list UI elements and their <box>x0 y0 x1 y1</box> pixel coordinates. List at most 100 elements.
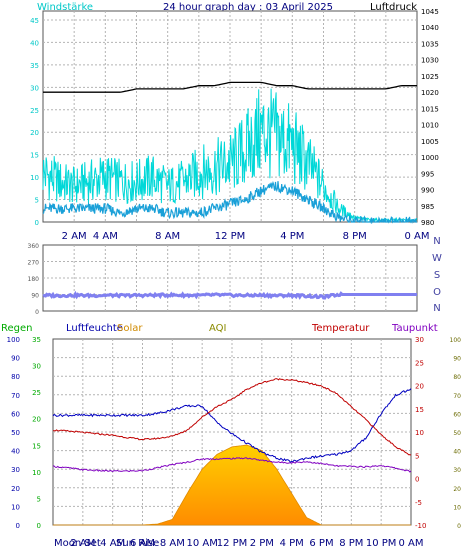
pressure-tick-label: 1000 <box>421 154 439 162</box>
climate-x-tick-label: 4 AM <box>100 538 125 549</box>
wind-tick-label: 0 <box>35 219 39 227</box>
humidity-line <box>52 388 412 464</box>
compass-label: O <box>433 287 441 298</box>
solar-area <box>53 444 411 526</box>
aqi-tick-label: 60 <box>453 411 461 418</box>
temperature-tick-label: 20 <box>415 383 424 391</box>
climate-x-tick-label: 0 AM <box>398 538 423 549</box>
humidity-tick-label: 10 <box>11 503 20 511</box>
wind-tick-label: 10 <box>30 174 39 182</box>
wind-tick-label: 20 <box>30 129 39 137</box>
direction-tick-label: 360 <box>28 243 40 250</box>
humidity-tick-label: 50 <box>11 429 20 437</box>
aqi-tick-label: 40 <box>453 449 461 456</box>
aqi-tick-label: 90 <box>453 356 461 363</box>
temperature-tick-label: 10 <box>415 429 424 437</box>
rain-tick-label: 20 <box>32 416 41 424</box>
aqi-tick-label: 20 <box>453 486 461 493</box>
sunrise-marker: Sun Rise <box>116 538 159 549</box>
humidity-tick-label: 100 <box>7 336 20 344</box>
wind-tick-label: 35 <box>30 62 39 70</box>
pressure-tick-label: 985 <box>421 203 434 211</box>
direction-tick-label: 270 <box>28 260 40 267</box>
aqi-tick-label: 70 <box>453 393 461 400</box>
humidity-tick-label: 20 <box>11 485 20 493</box>
wind-gust-line <box>42 88 418 223</box>
aqi-tick-label: 100 <box>450 337 462 344</box>
wind-tick-label: 5 <box>35 197 39 205</box>
compass-label: W <box>432 253 442 264</box>
pressure-tick-label: 980 <box>421 219 434 227</box>
pressure-tick-label: 1040 <box>421 24 439 32</box>
wind-x-tick-label: 0 AM <box>404 231 429 242</box>
humidity-tick-label: 40 <box>11 448 20 456</box>
climate-x-tick-label: 2 PM <box>250 538 274 549</box>
pressure-tick-label: 1045 <box>421 8 439 16</box>
wind-x-tick-label: 8 AM <box>155 231 180 242</box>
moonset-marker: Moon Set <box>54 538 101 549</box>
wind-direction-line <box>42 290 417 300</box>
rain-tick-label: 15 <box>32 442 41 450</box>
climate-x-tick-label: 6 PM <box>309 538 333 549</box>
wind-tick-label: 30 <box>30 84 39 92</box>
wind-tick-label: 45 <box>30 17 39 25</box>
humidity-tick-label: 0 <box>16 522 20 530</box>
wind-x-tick-label: 2 AM <box>62 231 87 242</box>
wind-x-tick-label: 4 PM <box>280 231 304 242</box>
temperature-line <box>52 378 412 456</box>
direction-tick-label: 0 <box>35 309 39 316</box>
aqi-tick-label: 10 <box>453 504 461 511</box>
pressure-tick-label: 1035 <box>421 40 439 48</box>
rain-tick-label: 35 <box>32 336 41 344</box>
humidity-tick-label: 70 <box>11 392 20 400</box>
climate-x-tick-label: 10 PM <box>366 538 397 549</box>
compass-label: S <box>434 270 440 281</box>
temperature-tick-label: -10 <box>415 522 426 530</box>
wind-x-tick-label: 4 AM <box>93 231 118 242</box>
humidity-tick-label: 80 <box>11 373 20 381</box>
temperature-tick-label: 25 <box>415 359 424 367</box>
pressure-tick-label: 1020 <box>421 89 439 97</box>
chart-title: 24 hour graph day : 03 April 2025 <box>163 2 333 13</box>
temperature-tick-label: 30 <box>415 336 424 344</box>
wind-tick-label: 40 <box>30 39 39 47</box>
aqi-label: AQI <box>209 323 227 334</box>
compass-label: N <box>433 236 440 247</box>
wind-tick-label: 25 <box>30 107 39 115</box>
pressure-tick-label: 1005 <box>421 138 439 146</box>
aqi-tick-label: 30 <box>453 467 461 474</box>
direction-tick-label: 90 <box>31 293 39 300</box>
climate-x-tick-label: 8 PM <box>339 538 363 549</box>
temperature-tick-label: 15 <box>415 406 424 414</box>
rain-tick-label: 25 <box>32 389 41 397</box>
aqi-tick-label: 0 <box>457 523 461 530</box>
climate-x-tick-label: 12 PM <box>217 538 248 549</box>
aqi-tick-label: 80 <box>453 374 461 381</box>
climate-x-tick-label: 8 AM <box>160 538 185 549</box>
wind-x-tick-label: 12 PM <box>215 231 246 242</box>
climate-x-tick-label: 2 AM <box>70 538 95 549</box>
direction-tick-label: 180 <box>28 276 40 283</box>
aqi-tick-label: 50 <box>453 430 461 437</box>
pressure-label: Luftdruck <box>370 2 417 13</box>
wind-average-line <box>42 180 417 225</box>
temperature-label: Temperatur <box>311 323 370 334</box>
pressure-tick-label: 1025 <box>421 73 439 81</box>
pressure-line <box>43 81 417 93</box>
dewpoint-line <box>52 457 412 473</box>
temperature-tick-label: 0 <box>415 476 419 484</box>
pressure-tick-label: 990 <box>421 187 434 195</box>
pressure-tick-label: 995 <box>421 170 434 178</box>
solar-label: Solar <box>117 323 143 334</box>
temperature-tick-label: -5 <box>415 499 422 507</box>
humidity-label: Luftfeuchte <box>66 323 123 334</box>
compass-label: N <box>433 303 440 314</box>
rain-tick-label: 5 <box>37 495 41 503</box>
pressure-tick-label: 1015 <box>421 105 439 113</box>
rain-tick-label: 0 <box>37 522 41 530</box>
rain-tick-label: 10 <box>32 469 41 477</box>
wind-tick-label: 15 <box>30 152 39 160</box>
temperature-tick-label: 5 <box>415 452 419 460</box>
rain-label: Regen <box>1 323 33 334</box>
climate-x-tick-label: 4 PM <box>280 538 304 549</box>
